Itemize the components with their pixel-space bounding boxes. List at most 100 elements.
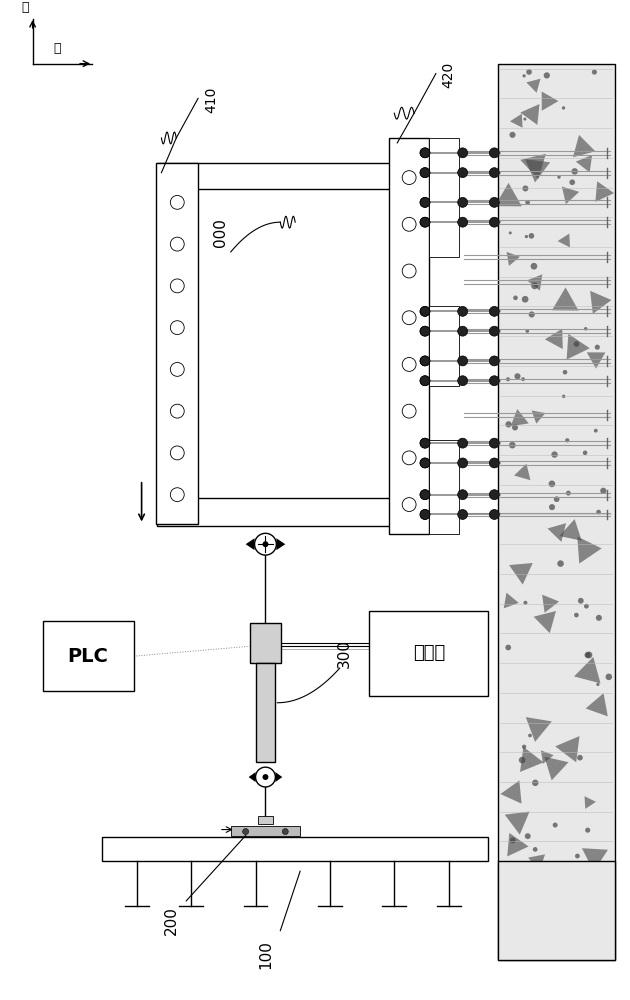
- Polygon shape: [249, 772, 256, 782]
- Bar: [498, 861, 616, 960]
- Circle shape: [600, 883, 607, 889]
- Circle shape: [523, 902, 526, 905]
- Polygon shape: [555, 736, 580, 762]
- Polygon shape: [541, 750, 554, 764]
- Circle shape: [402, 171, 416, 185]
- Circle shape: [522, 74, 526, 77]
- Circle shape: [170, 404, 184, 418]
- Text: 左: 左: [54, 42, 61, 55]
- Circle shape: [596, 683, 600, 686]
- Polygon shape: [525, 159, 550, 182]
- Polygon shape: [527, 274, 542, 291]
- Polygon shape: [509, 563, 533, 585]
- Circle shape: [513, 296, 518, 300]
- Polygon shape: [277, 538, 285, 550]
- Polygon shape: [526, 79, 541, 93]
- Polygon shape: [544, 757, 568, 780]
- Circle shape: [525, 235, 528, 238]
- Text: 200: 200: [164, 906, 179, 935]
- Circle shape: [457, 438, 467, 448]
- Circle shape: [420, 306, 430, 316]
- Circle shape: [593, 862, 596, 865]
- Circle shape: [578, 598, 584, 604]
- Circle shape: [490, 458, 500, 468]
- Circle shape: [510, 132, 515, 138]
- Circle shape: [525, 833, 530, 839]
- Circle shape: [170, 362, 184, 376]
- Circle shape: [170, 279, 184, 293]
- Circle shape: [457, 306, 467, 316]
- Circle shape: [243, 829, 249, 835]
- Polygon shape: [574, 657, 600, 683]
- Polygon shape: [507, 833, 529, 856]
- Polygon shape: [559, 519, 581, 541]
- Circle shape: [519, 757, 525, 763]
- Polygon shape: [505, 812, 530, 835]
- Circle shape: [490, 168, 500, 178]
- Bar: [498, 64, 616, 960]
- Circle shape: [490, 490, 500, 500]
- Circle shape: [525, 329, 529, 333]
- Circle shape: [566, 491, 571, 496]
- Circle shape: [490, 217, 500, 227]
- Circle shape: [402, 311, 416, 325]
- Circle shape: [558, 175, 561, 179]
- Circle shape: [490, 510, 500, 519]
- Polygon shape: [552, 287, 578, 311]
- Circle shape: [529, 233, 534, 239]
- Circle shape: [533, 847, 537, 852]
- Circle shape: [170, 195, 184, 209]
- Bar: [389, 138, 429, 534]
- Circle shape: [575, 854, 580, 858]
- Bar: [102, 837, 488, 861]
- Text: PLC: PLC: [67, 647, 108, 666]
- Circle shape: [420, 438, 430, 448]
- Circle shape: [420, 510, 430, 519]
- Circle shape: [170, 488, 184, 502]
- Circle shape: [505, 645, 511, 650]
- Polygon shape: [514, 464, 530, 480]
- Polygon shape: [586, 693, 608, 716]
- Circle shape: [570, 179, 575, 185]
- Circle shape: [595, 919, 598, 923]
- Circle shape: [457, 356, 467, 366]
- Text: 420: 420: [442, 62, 455, 88]
- Circle shape: [170, 446, 184, 460]
- Polygon shape: [595, 181, 614, 202]
- Circle shape: [420, 356, 430, 366]
- Text: 上: 上: [21, 1, 28, 14]
- Circle shape: [509, 231, 512, 234]
- Circle shape: [457, 490, 467, 500]
- Circle shape: [420, 168, 430, 178]
- Circle shape: [583, 450, 587, 455]
- Polygon shape: [547, 523, 566, 542]
- Circle shape: [595, 345, 600, 350]
- Polygon shape: [534, 611, 556, 633]
- Circle shape: [457, 148, 467, 158]
- Circle shape: [490, 197, 500, 207]
- Circle shape: [420, 458, 430, 468]
- Polygon shape: [558, 234, 570, 247]
- Polygon shape: [573, 135, 595, 157]
- Circle shape: [490, 306, 500, 316]
- Polygon shape: [246, 538, 255, 550]
- Circle shape: [512, 424, 518, 430]
- Circle shape: [170, 237, 184, 251]
- Circle shape: [529, 311, 535, 318]
- Circle shape: [562, 106, 565, 110]
- Circle shape: [594, 429, 598, 433]
- Polygon shape: [546, 906, 569, 928]
- Polygon shape: [577, 537, 602, 564]
- Circle shape: [457, 458, 467, 468]
- Circle shape: [420, 458, 430, 468]
- Circle shape: [420, 490, 430, 500]
- Circle shape: [420, 197, 430, 207]
- Circle shape: [505, 905, 508, 908]
- Circle shape: [581, 867, 585, 870]
- Circle shape: [420, 148, 430, 158]
- Bar: [249, 623, 282, 663]
- Circle shape: [420, 197, 430, 207]
- Polygon shape: [528, 854, 545, 871]
- Text: 300: 300: [337, 639, 352, 668]
- Circle shape: [515, 373, 520, 379]
